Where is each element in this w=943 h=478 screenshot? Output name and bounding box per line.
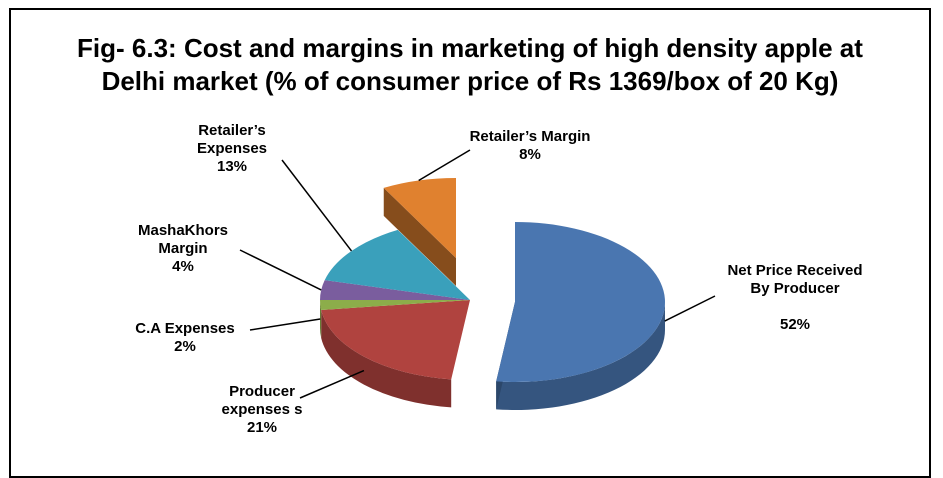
slice-label: Net Price Received By Producer [727, 262, 863, 297]
pie-slice [324, 229, 470, 300]
leader-line [418, 149, 471, 182]
slice-label: Retailer’s Margin [469, 128, 591, 145]
slice-value-label: 8% [519, 146, 541, 163]
slice-label: MashaKhors Margin [137, 222, 229, 257]
chart [239, 149, 716, 410]
leader-line [664, 295, 716, 322]
leader-line [249, 318, 321, 331]
pie-slice [496, 222, 666, 382]
leader-line [281, 159, 353, 252]
pie-slice-side [321, 310, 452, 408]
slice-label: Retailer’s Expenses [196, 122, 268, 157]
pie-slice [383, 178, 456, 258]
pie-slice [321, 300, 470, 380]
pie-slice-side [496, 302, 665, 410]
slice-value-label: 21% [246, 419, 278, 436]
slice-label: C.A Expenses [135, 320, 235, 337]
pie-slice-cut [383, 187, 456, 286]
slice-label: Producer expenses s [221, 383, 303, 418]
pie-slice-side [320, 300, 322, 339]
leader-line [239, 249, 322, 291]
slice-value-label: 13% [216, 158, 248, 175]
page: {"chart_data": {"type": "pie", "title": … [9, 8, 931, 478]
pie-slice [320, 280, 470, 300]
leader-line [299, 369, 365, 399]
slice-value-label: 2% [174, 338, 196, 355]
pie-slice [320, 300, 470, 311]
slice-value-label: 4% [172, 258, 194, 275]
chart-title: Fig- 6.3: Cost and margins in marketing … [77, 33, 863, 96]
slice-value-label: 52% [779, 316, 811, 333]
